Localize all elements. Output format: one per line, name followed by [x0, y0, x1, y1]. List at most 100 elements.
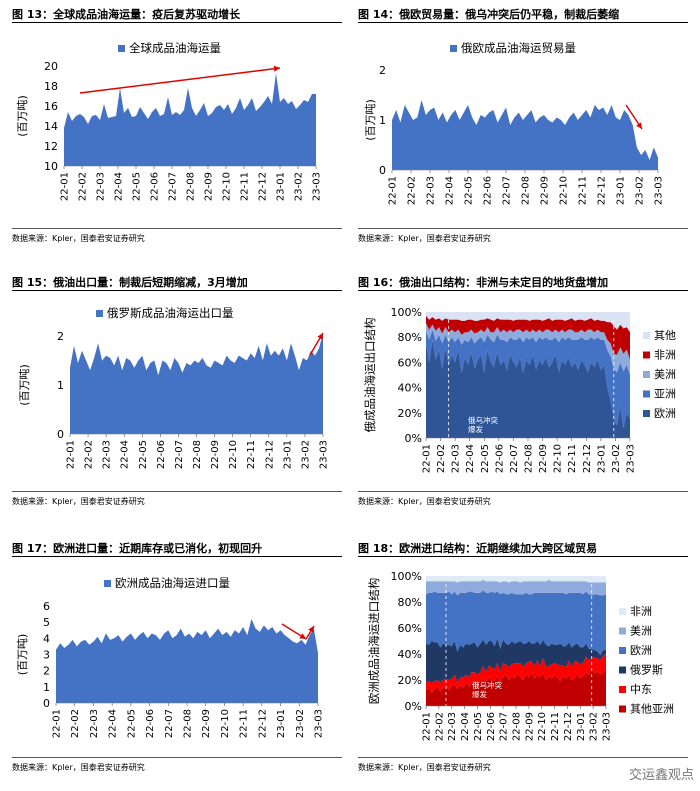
figure-14: 图 14：俄欧贸易量：俄乌冲突后仍平稳，制裁后萎缩 俄欧成品油海运贸易量 0 1 2 (… — [358, 6, 688, 246]
chart-13-xtick-label: 23-02 — [294, 172, 305, 201]
figure-18-top-rule — [358, 556, 688, 557]
chart-13-legend-label: 全球成品油海运量 — [129, 41, 221, 55]
chart-13-ytick-label: 12 — [44, 140, 58, 153]
chart-16-ytick-label: 20% — [398, 407, 422, 420]
chart-16-xtick-label: 22-05 — [480, 444, 491, 473]
chart-17-xtick-label: 23-02 — [295, 709, 306, 738]
figure-15-chart: 俄罗斯成品油海运出口量 0 1 2 (百万吨) 22-01 22-02 22-03 22-04 2… — [18, 306, 330, 469]
chart-18-xtick-label: 22-10 — [537, 712, 548, 741]
chart-18-legend-label: 非洲 — [630, 605, 652, 618]
chart-16-ytick-label: 80% — [398, 331, 422, 344]
chart-16-xtick-label: 22-08 — [524, 444, 535, 473]
chart-18-series-非洲 — [426, 576, 606, 583]
chart-16-series-其他 — [426, 312, 630, 333]
chart-14-xtick-label: 23-03 — [654, 176, 665, 205]
chart-16-xtick-label: 23-02 — [611, 444, 622, 473]
chart-14-ytick-label: 2 — [379, 64, 386, 77]
chart-14-xtick-label: 22-06 — [483, 176, 494, 205]
chart-13-xtick-label: 22-03 — [96, 172, 107, 201]
chart-18-ytick-label: 40% — [398, 648, 422, 661]
chart-16-legend-swatch — [643, 351, 650, 359]
chart-16-ylabel: 俄成品油海运出口结构 — [363, 318, 377, 433]
figure-17-chart: 欧洲成品油海运进口量 0 1 2 3 4 5 6 (百万吨) 22-01 22-02 22-03 22-… — [16, 576, 325, 738]
chart-18-xtick-label: 22-06 — [486, 712, 497, 741]
chart-15-legend-label: 俄罗斯成品油海运出口量 — [107, 306, 234, 320]
chart-17-area-series — [56, 618, 318, 703]
chart-18-series-俄罗斯 — [426, 638, 606, 683]
figure-14-top-rule — [358, 22, 688, 23]
chart-16-xtick-label: 23-01 — [596, 444, 607, 473]
chart-17-ytick-label: 0 — [43, 697, 50, 710]
chart-16-xtick-label: 22-03 — [451, 444, 462, 473]
figure-15-bottom-rule — [12, 491, 342, 492]
chart-17-arrow-head — [299, 633, 306, 639]
chart-18-xtick-label: 22-07 — [499, 712, 510, 741]
figure-16: 图 16：俄油出口结构：非洲与未定目的地货盘增加 0% 20% 40% 60% 80% 1… — [358, 274, 688, 514]
figure-18-title: 图 18：欧洲进口结构：近期继续加大跨区域贸易 — [358, 542, 598, 555]
chart-17-xtick-label: 22-01 — [52, 709, 63, 738]
chart-16-xtick-label: 22-11 — [567, 444, 578, 473]
chart-18-ytick-label: 100% — [391, 570, 422, 583]
chart-16-xtick-label: 22-04 — [465, 444, 476, 473]
chart-17-arrow2-head — [308, 626, 314, 633]
figure-18: 图 18：欧洲进口结构：近期继续加大跨区域贸易 0% 20% 40% 60% 80% 10… — [358, 540, 688, 780]
chart-18-xtick-label: 22-08 — [512, 712, 523, 741]
chart-16-legend-label: 非洲 — [654, 349, 676, 362]
chart-13-xtick-label: 22-07 — [168, 172, 179, 201]
chart-18-annotation-line2: 爆发 — [472, 689, 487, 699]
figure-15-top-rule — [12, 290, 342, 291]
chart-18-legend-swatch — [619, 608, 626, 615]
chart-14-xtick-label: 22-12 — [597, 176, 608, 205]
chart-18-series-中东 — [426, 654, 606, 693]
chart-18-legend-label: 其他亚洲 — [630, 703, 674, 716]
chart-16-annotation-line2: 爆发 — [468, 424, 483, 434]
chart-18-legend-swatch — [619, 666, 626, 674]
chart-14-xtick-label: 22-10 — [559, 176, 570, 205]
chart-16-series-美洲 — [426, 323, 630, 375]
chart-14-xtick-label: 23-02 — [635, 176, 646, 205]
chart-15-area-series — [70, 333, 323, 434]
chart-17-xtick-label: 22-05 — [126, 709, 137, 738]
chart-16-xtick-label: 22-12 — [582, 444, 593, 473]
chart-18-legend-swatch — [619, 627, 626, 635]
figure-18-source: 数据来源：Kpler，国泰君安证券研究 — [358, 763, 491, 772]
chart-13-arrow-head — [273, 65, 280, 72]
chart-18-ytick-label: 20% — [398, 674, 422, 687]
chart-17-xtick-label: 22-04 — [108, 709, 119, 738]
chart-15-xtick-label: 22-12 — [264, 440, 275, 469]
chart-15-xtick-label: 22-01 — [66, 440, 77, 469]
chart-16-xtick-label: 22-01 — [422, 444, 433, 473]
chart-14-xtick-label: 22-01 — [388, 176, 399, 205]
chart-14-xtick-label: 22-05 — [464, 176, 475, 205]
chart-13-ylabel: (百万吨) — [16, 95, 29, 137]
chart-18-ytick-label: 60% — [398, 622, 422, 635]
chart-13-xtick-label: 23-01 — [276, 172, 287, 201]
chart-13-arrow-line — [79, 67, 281, 94]
chart-13-xtick-label: 22-04 — [114, 172, 125, 201]
chart-18-legend-swatch — [619, 647, 626, 654]
watermark: 交运鑫观点 — [628, 768, 694, 783]
chart-14-ytick-label: 0 — [379, 164, 386, 177]
chart-16-ytick-label: 100% — [391, 306, 422, 319]
chart-17-ylabel: (百万吨) — [16, 634, 29, 676]
chart-13-xtick-label: 22-05 — [132, 172, 143, 201]
chart-14-xtick-label: 23-01 — [616, 176, 627, 205]
figure-13-bottom-rule — [12, 228, 342, 229]
chart-15-xtick-label: 22-07 — [174, 440, 185, 469]
chart-16-xtick-label: 22-02 — [436, 444, 447, 473]
chart-17-ytick-label: 6 — [43, 600, 50, 613]
chart-16-legend-label: 其他 — [654, 329, 676, 342]
chart-17-xtick-label: 22-11 — [239, 709, 250, 738]
figure-14-chart: 俄欧成品油海运贸易量 0 1 2 (百万吨) 22-01 22-02 22-03 22-04 22… — [364, 41, 665, 205]
chart-17-legend-swatch — [104, 580, 111, 587]
figure-14-bottom-rule — [358, 228, 688, 229]
chart-18-xtick-label: 23-02 — [589, 712, 600, 741]
chart-15-ytick-label: 2 — [57, 330, 64, 343]
chart-15-ytick-label: 0 — [57, 428, 64, 441]
chart-18-xtick-label: 23-03 — [602, 712, 613, 741]
chart-18-ytick-label: 0% — [405, 700, 422, 713]
chart-18-xtick-label: 22-01 — [422, 712, 433, 741]
chart-14-legend-swatch — [450, 45, 457, 52]
chart-14-xtick-label: 22-11 — [578, 176, 589, 205]
